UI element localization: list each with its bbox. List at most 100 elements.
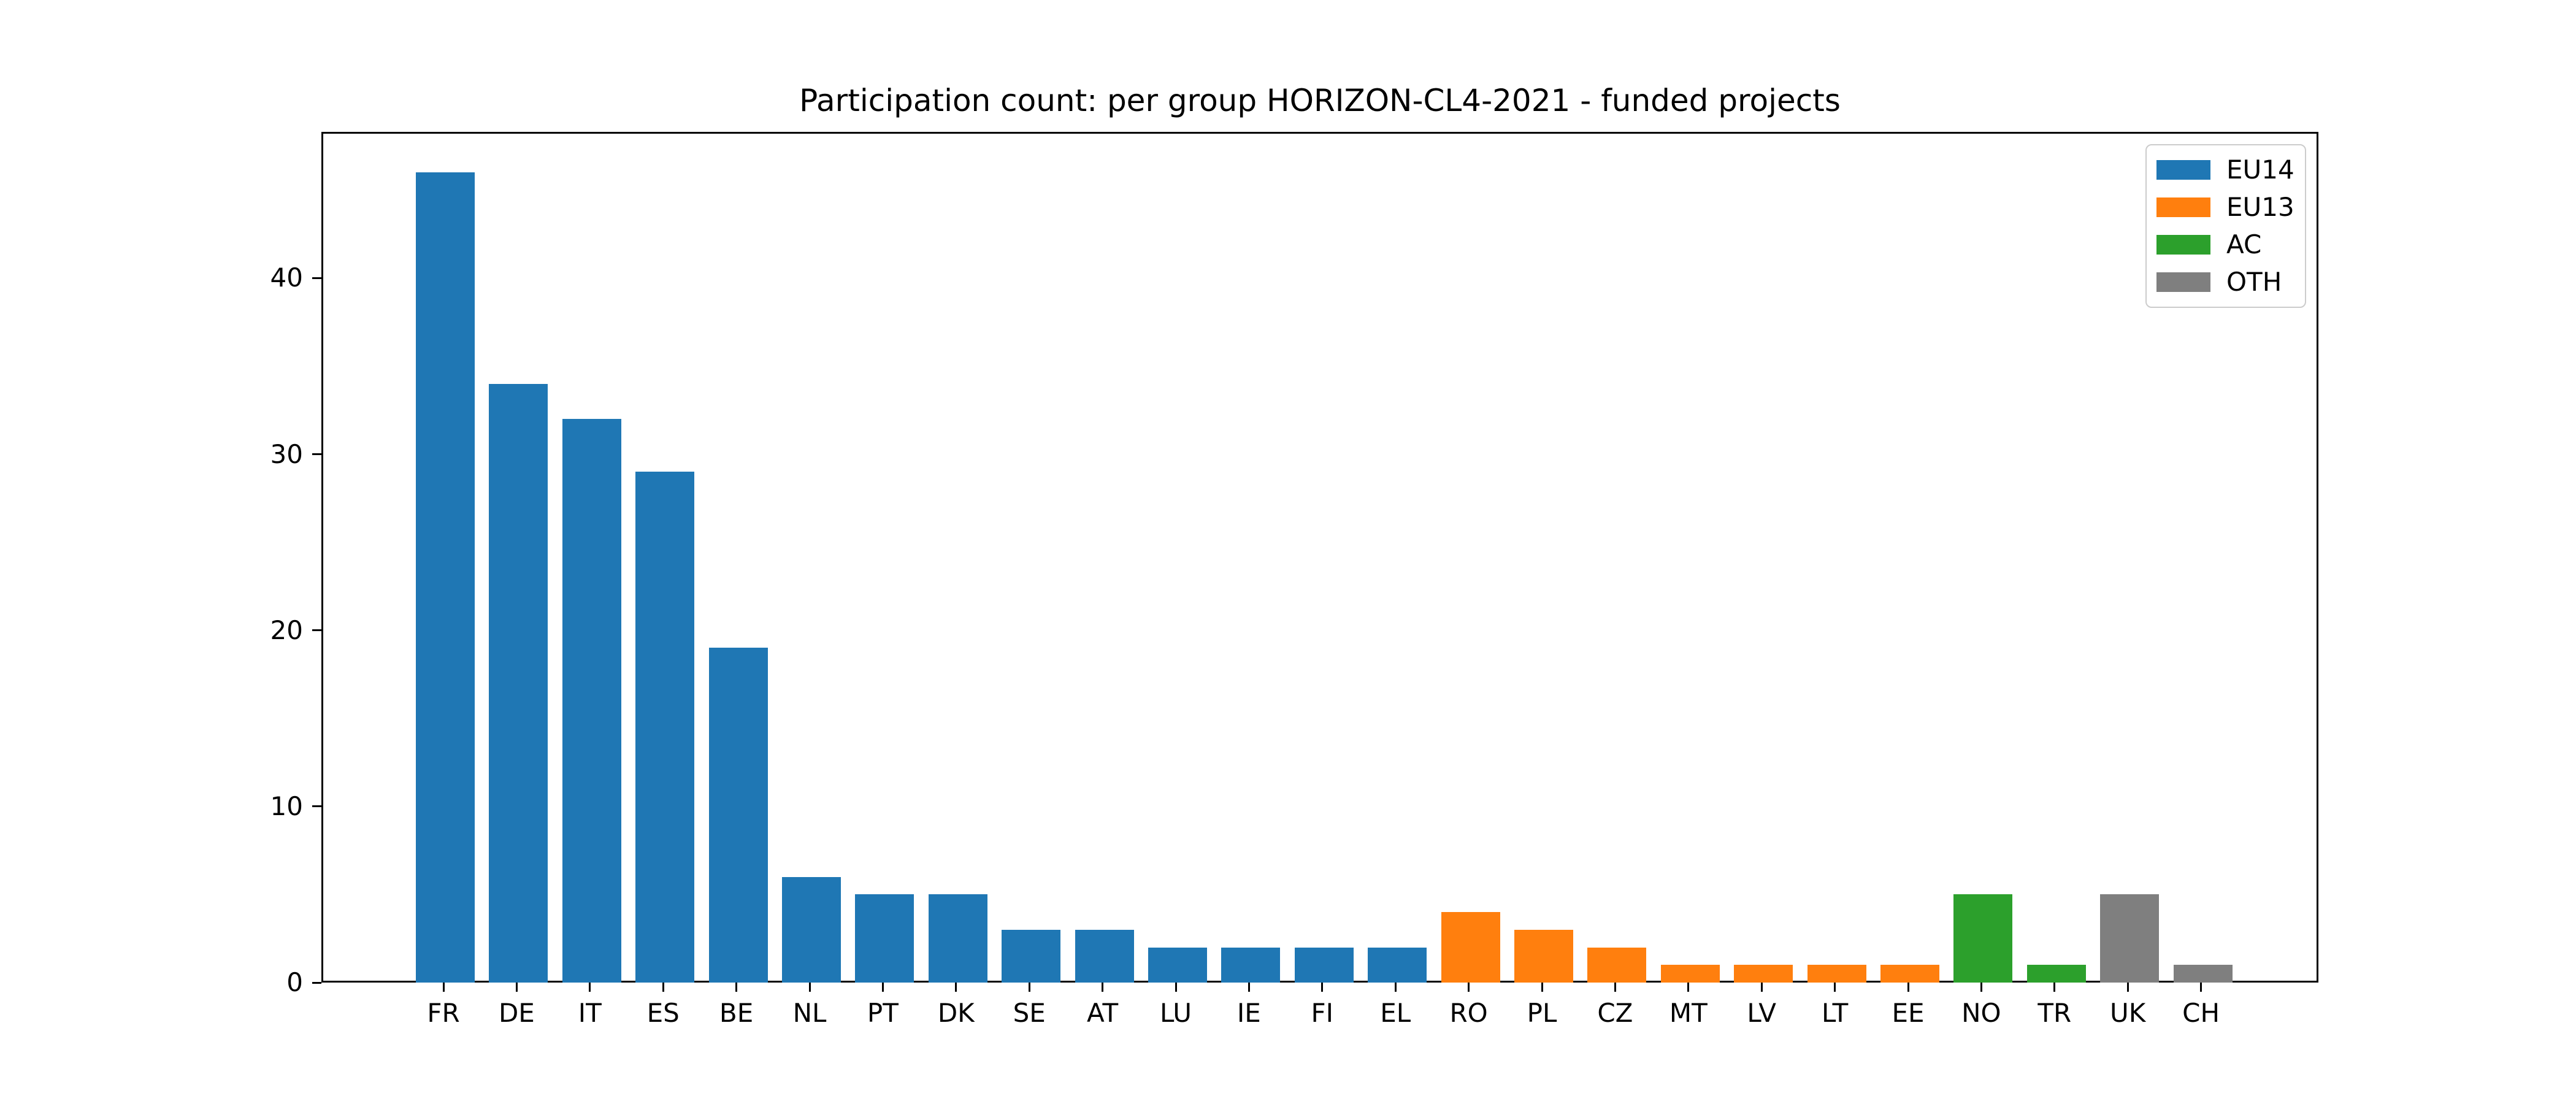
bar-NO — [1953, 894, 2013, 983]
x-tick-MT — [1687, 983, 1690, 992]
bar-UK — [2100, 894, 2160, 983]
x-tick-label-CZ: CZ — [1597, 998, 1633, 1028]
y-tick-0 — [312, 981, 321, 984]
bar-CZ — [1587, 947, 1647, 983]
x-tick-DE — [515, 983, 518, 992]
x-tick-label-BE: BE — [719, 998, 754, 1028]
x-tick-label-NL: NL — [792, 998, 827, 1028]
legend-swatch-eu14 — [2156, 160, 2210, 180]
x-tick-EL — [1394, 983, 1397, 992]
legend: EU14 EU13 AC OTH — [2145, 144, 2306, 308]
legend-item-eu13: EU13 — [2156, 194, 2305, 220]
x-tick-CZ — [1614, 983, 1616, 992]
bar-NL — [782, 876, 841, 983]
x-tick-IT — [589, 983, 591, 992]
bar-IT — [562, 419, 621, 983]
bar-SE — [1002, 929, 1061, 983]
y-tick-label-30: 30 — [270, 439, 303, 469]
bar-DK — [928, 894, 987, 983]
x-tick-NL — [808, 983, 811, 992]
plot-area — [321, 132, 2318, 983]
bar-EL — [1368, 947, 1427, 983]
x-tick-AT — [1102, 983, 1104, 992]
x-tick-label-AT: AT — [1087, 998, 1119, 1028]
legend-label-eu14: EU14 — [2226, 155, 2294, 185]
bar-LT — [1807, 965, 1866, 983]
bar-ES — [635, 472, 695, 983]
x-tick-label-TR: TR — [2037, 998, 2072, 1028]
bar-DE — [489, 383, 548, 983]
bar-LV — [1734, 965, 1793, 983]
x-tick-label-EL: EL — [1380, 998, 1411, 1028]
x-tick-label-EE: EE — [1892, 998, 1925, 1028]
bar-AT — [1075, 929, 1134, 983]
y-tick-label-10: 10 — [270, 791, 303, 821]
legend-swatch-eu13 — [2156, 197, 2210, 218]
x-tick-label-LU: LU — [1159, 998, 1192, 1028]
x-tick-CH — [2200, 983, 2202, 992]
x-tick-TR — [2053, 983, 2056, 992]
x-tick-IE — [1248, 983, 1250, 992]
legend-swatch-ac — [2156, 234, 2210, 255]
bar-PT — [855, 894, 914, 983]
bar-PL — [1514, 929, 1573, 983]
bar-CH — [2173, 965, 2233, 983]
x-tick-LV — [1760, 983, 1763, 992]
x-tick-label-IT: IT — [578, 998, 602, 1028]
x-tick-label-DK: DK — [937, 998, 975, 1028]
legend-swatch-oth — [2156, 272, 2210, 292]
y-tick-20 — [312, 629, 321, 632]
x-tick-label-ES: ES — [646, 998, 680, 1028]
x-tick-ES — [662, 983, 664, 992]
y-tick-label-0: 0 — [286, 967, 303, 997]
x-tick-NO — [1980, 983, 1982, 992]
bar-EE — [1880, 965, 1939, 983]
legend-label-oth: OTH — [2226, 266, 2282, 297]
x-tick-label-UK: UK — [2110, 998, 2146, 1028]
y-tick-30 — [312, 453, 321, 455]
x-tick-label-DE: DE — [498, 998, 535, 1028]
x-tick-PL — [1541, 983, 1543, 992]
x-tick-SE — [1028, 983, 1030, 992]
x-tick-label-LT: LT — [1821, 998, 1849, 1028]
chart-title: Participation count: per group HORIZON-C… — [799, 83, 1841, 118]
legend-label-eu13: EU13 — [2226, 192, 2294, 223]
x-tick-label-PT: PT — [867, 998, 899, 1028]
x-tick-FI — [1321, 983, 1324, 992]
x-tick-label-MT: MT — [1669, 998, 1708, 1028]
bar-FR — [416, 172, 475, 983]
x-tick-label-IE: IE — [1236, 998, 1261, 1028]
bar-LU — [1148, 947, 1207, 983]
x-tick-label-NO: NO — [1961, 998, 2001, 1028]
legend-item-ac: AC — [2156, 229, 2305, 259]
x-tick-RO — [1468, 983, 1470, 992]
legend-item-eu14: EU14 — [2156, 157, 2305, 183]
x-tick-LU — [1175, 983, 1177, 992]
bar-IE — [1221, 947, 1281, 983]
x-tick-label-SE: SE — [1013, 998, 1046, 1028]
x-tick-FR — [442, 983, 445, 992]
y-tick-label-20: 20 — [270, 615, 303, 645]
legend-label-ac: AC — [2226, 229, 2262, 259]
x-tick-DK — [955, 983, 957, 992]
x-tick-PT — [881, 983, 884, 992]
x-tick-EE — [1907, 983, 1909, 992]
y-tick-label-40: 40 — [270, 263, 303, 293]
x-tick-label-CH: CH — [2182, 998, 2220, 1028]
x-tick-label-RO: RO — [1449, 998, 1488, 1028]
bar-MT — [1660, 965, 1720, 983]
x-tick-label-FI: FI — [1311, 998, 1334, 1028]
bar-BE — [708, 648, 768, 983]
x-tick-label-LV: LV — [1747, 998, 1776, 1028]
x-tick-BE — [735, 983, 738, 992]
y-tick-40 — [312, 277, 321, 279]
x-tick-UK — [2126, 983, 2129, 992]
x-tick-LT — [1834, 983, 1836, 992]
bar-RO — [1441, 912, 1500, 983]
y-tick-10 — [312, 805, 321, 808]
x-tick-label-PL: PL — [1527, 998, 1557, 1028]
x-tick-label-FR: FR — [427, 998, 460, 1028]
bar-FI — [1294, 947, 1354, 983]
bar-TR — [2026, 965, 2086, 983]
